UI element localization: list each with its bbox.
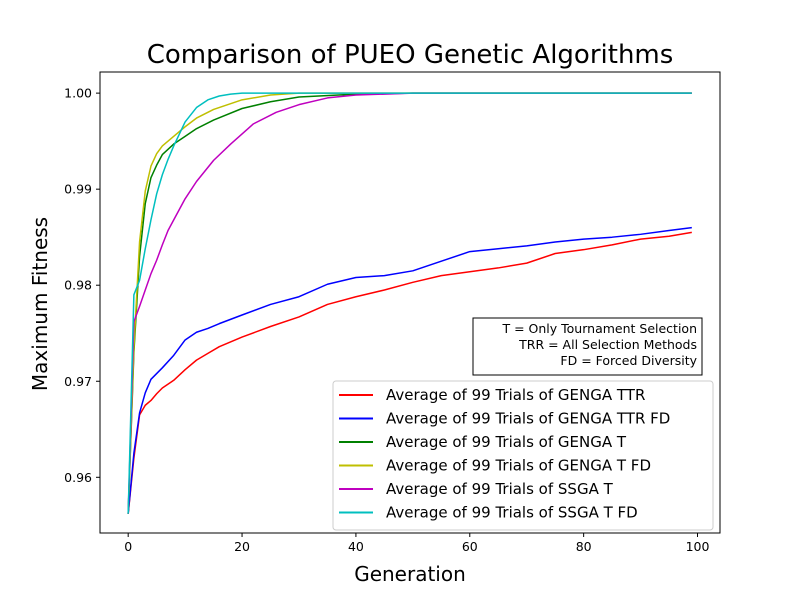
x-tick-label: 40 [348,539,364,554]
x-tick-label: 80 [576,539,592,554]
annotation-line: TRR = All Selection Methods [518,337,697,352]
x-tick-label: 0 [124,539,132,554]
series-line-6 [127,92,692,514]
legend-label: Average of 99 Trials of SSGA T [386,480,614,498]
y-tick-label: 0.98 [64,278,92,293]
annotation-box: T = Only Tournament Selection TRR = All … [472,317,703,376]
x-tick-label: 100 [686,539,710,554]
x-axis-label: Generation [354,562,466,586]
axes-frame [99,71,721,534]
legend-label: Average of 99 Trials of GENGA TTR FD [386,410,670,428]
y-tick-label: 0.99 [64,182,92,197]
x-tick-label: 20 [234,539,250,554]
legend-label: Average of 99 Trials of SSGA T FD [386,504,638,522]
y-tick-label: 1.00 [64,86,92,101]
legend-label: Average of 99 Trials of GENGA TTR [386,386,645,404]
y-tick-label: 0.97 [64,374,92,389]
plot-area [99,71,721,534]
legend-label: Average of 99 Trials of GENGA T FD [386,457,651,475]
y-tick-label: 0.96 [64,470,92,485]
legend-label: Average of 99 Trials of GENGA T [386,433,627,451]
x-tick-label: 60 [462,539,478,554]
series-line-2 [127,226,692,514]
legend-box [332,380,714,531]
chart-title: Comparison of PUEO Genetic Algorithms [147,40,674,70]
y-axis-label: Maximum Fitness [28,217,52,391]
legend: Average of 99 Trials of GENGA TTR Average… [332,380,714,531]
x-axis: 0 20 40 60 80 100 [124,533,709,554]
series-line-1 [127,231,692,514]
annotation-line: FD = Forced Diversity [560,353,697,368]
y-axis: 0.96 0.97 0.98 0.99 1.00 [64,86,100,485]
annotation-line: T = Only Tournament Selection [501,321,697,336]
